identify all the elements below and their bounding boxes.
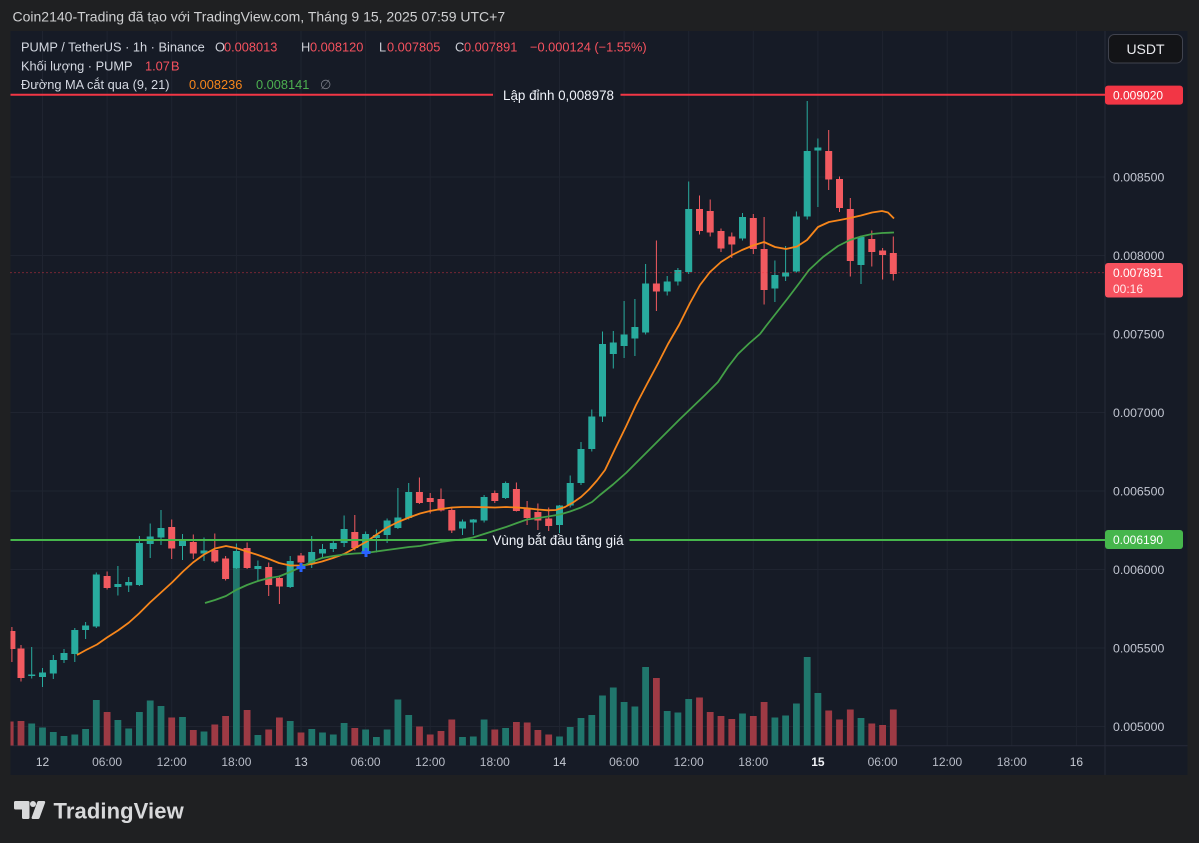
- svg-text:O: O: [215, 39, 225, 54]
- svg-text:12:00: 12:00: [674, 755, 704, 769]
- svg-text:0.007000: 0.007000: [1113, 406, 1164, 420]
- svg-text:12:00: 12:00: [932, 755, 962, 769]
- svg-text:C: C: [455, 39, 464, 54]
- svg-text:14: 14: [553, 755, 567, 769]
- svg-text:0.007891: 0.007891: [1113, 266, 1163, 280]
- svg-text:Coin2140-Trading đã tạo với Tr: Coin2140-Trading đã tạo với TradingView.…: [13, 9, 506, 25]
- svg-text:0.007805: 0.007805: [387, 39, 440, 54]
- svg-text:0.005500: 0.005500: [1113, 641, 1164, 655]
- svg-text:Vùng bắt đầu tăng giá: Vùng bắt đầu tăng giá: [492, 533, 624, 548]
- svg-text:0.008120: 0.008120: [310, 39, 363, 54]
- svg-text:18:00: 18:00: [738, 755, 768, 769]
- svg-text:18:00: 18:00: [221, 755, 251, 769]
- svg-text:0.006190: 0.006190: [1113, 533, 1163, 547]
- svg-text:00:16: 00:16: [1113, 282, 1143, 296]
- svg-text:Đường MA cắt qua (9, 21): Đường MA cắt qua (9, 21): [21, 77, 170, 92]
- svg-text:H: H: [301, 39, 310, 54]
- svg-text:18:00: 18:00: [480, 755, 510, 769]
- svg-text:Khối lượng · PUMP: Khối lượng · PUMP: [21, 58, 133, 73]
- svg-text:0.006000: 0.006000: [1113, 563, 1164, 577]
- svg-text:06:00: 06:00: [351, 755, 381, 769]
- svg-text:0.008000: 0.008000: [1113, 249, 1164, 263]
- svg-text:18:00: 18:00: [997, 755, 1027, 769]
- svg-text:TradingView: TradingView: [54, 798, 185, 823]
- svg-text:0.008141: 0.008141: [256, 77, 309, 92]
- svg-text:USDT: USDT: [1126, 41, 1165, 57]
- svg-text:0.008013: 0.008013: [224, 39, 277, 54]
- svg-text:16: 16: [1070, 755, 1084, 769]
- svg-text:06:00: 06:00: [92, 755, 122, 769]
- svg-text:12: 12: [36, 755, 50, 769]
- svg-text:1.07 B: 1.07 B: [145, 58, 180, 73]
- svg-text:0.009020: 0.009020: [1113, 89, 1163, 103]
- svg-text:0.006500: 0.006500: [1113, 484, 1164, 498]
- svg-text:PUMP / TetherUS · 1h · Binance: PUMP / TetherUS · 1h · Binance: [21, 39, 205, 54]
- svg-text:12:00: 12:00: [157, 755, 187, 769]
- svg-text:−0.000124 (−1.55%): −0.000124 (−1.55%): [530, 39, 647, 54]
- svg-text:0.008500: 0.008500: [1113, 170, 1164, 184]
- svg-text:06:00: 06:00: [609, 755, 639, 769]
- svg-text:L: L: [379, 39, 386, 54]
- svg-text:15: 15: [811, 755, 825, 769]
- svg-text:12:00: 12:00: [415, 755, 445, 769]
- svg-text:∅: ∅: [320, 77, 331, 92]
- svg-text:Lập đỉnh 0,008978: Lập đỉnh 0,008978: [503, 88, 614, 103]
- svg-text:0.008236: 0.008236: [189, 77, 242, 92]
- svg-text:0.005000: 0.005000: [1113, 720, 1164, 734]
- svg-text:06:00: 06:00: [868, 755, 898, 769]
- svg-text:0.007500: 0.007500: [1113, 327, 1164, 341]
- svg-text:13: 13: [294, 755, 308, 769]
- svg-text:0.007891: 0.007891: [464, 39, 517, 54]
